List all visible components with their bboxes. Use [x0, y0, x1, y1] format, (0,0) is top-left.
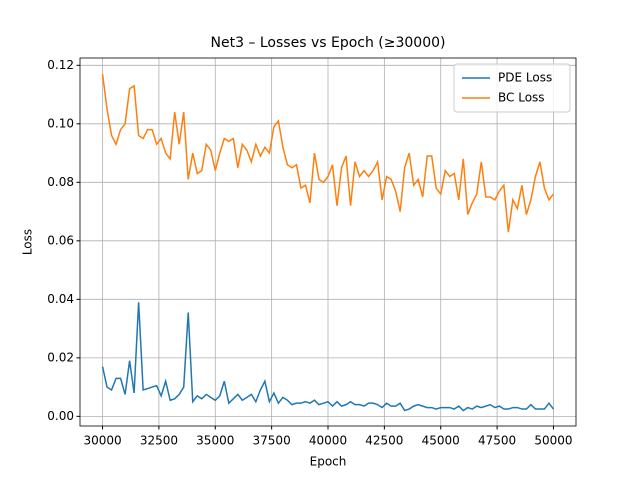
x-tick-label: 32500 — [140, 434, 178, 448]
legend-label: BC Loss — [498, 91, 545, 105]
x-tick-label: 30000 — [83, 434, 121, 448]
axes-frame — [79, 57, 577, 427]
data-line — [101, 73, 555, 233]
y-tick-label: 0.12 — [47, 58, 74, 72]
y-tick-label: 0.08 — [47, 175, 74, 189]
x-tick-label: 37500 — [253, 434, 291, 448]
y-tick-label: 0.04 — [47, 292, 74, 306]
x-tick-label: 42500 — [365, 434, 403, 448]
x-tick-label: 45000 — [422, 434, 460, 448]
legend-label: PDE Loss — [498, 71, 552, 85]
x-tick-label: 40000 — [309, 434, 347, 448]
legend-box — [453, 63, 571, 113]
x-tick-label: 50000 — [534, 434, 572, 448]
chart-title: Net3 – Losses vs Epoch (≥30000) — [211, 35, 446, 51]
x-axis-label: Epoch — [310, 455, 347, 469]
x-tick-label: 35000 — [196, 434, 234, 448]
y-tick-label: 0.00 — [47, 409, 74, 423]
y-tick-label: 0.10 — [47, 116, 74, 130]
data-line — [101, 302, 555, 412]
x-tick-label: 47500 — [478, 434, 516, 448]
y-tick-label: 0.02 — [47, 350, 74, 364]
y-tick-label: 0.06 — [47, 233, 74, 247]
y-axis-label: Loss — [21, 229, 35, 255]
